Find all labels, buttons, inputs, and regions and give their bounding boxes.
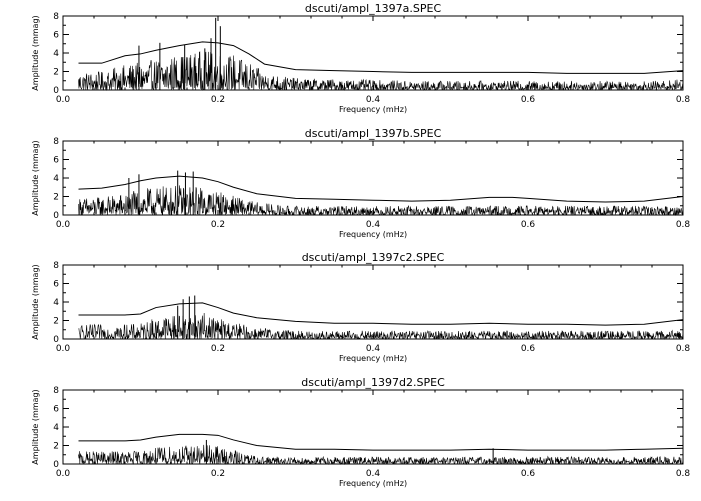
x-tick-label: 0.4: [366, 469, 381, 479]
x-axis-label: Frequency (mHz): [339, 479, 407, 488]
chart-panel-1: dscuti/ampl_1397a.SPEC 0.0 0.2 0.4 0.6 0.8 0 2 4…: [31, 2, 690, 114]
x-tick-label: 0.2: [211, 95, 225, 105]
y-tick-label: 0: [53, 211, 59, 221]
y-tick-label: 8: [53, 386, 59, 396]
y-tick-label: 6: [53, 405, 59, 415]
x-axis-label: Frequency (mHz): [339, 230, 407, 239]
x-tick-label: 0.2: [211, 220, 225, 230]
y-tick-label: 8: [53, 261, 59, 271]
x-tick-label: 0.2: [211, 344, 225, 354]
significance-envelope: [78, 433, 684, 451]
y-tick-label: 2: [53, 442, 59, 452]
plot-frame: [62, 389, 684, 465]
y-tick-label: 8: [53, 12, 59, 22]
chart-title: dscuti/ampl_1397b.SPEC: [305, 127, 442, 140]
x-axis-label: Frequency (mHz): [339, 105, 407, 114]
x-tick-label: 0.0: [56, 344, 71, 354]
x-tick-label: 0.8: [676, 344, 691, 354]
x-tick-label: 0.6: [521, 220, 536, 230]
y-tick-label: 4: [53, 174, 59, 184]
y-tick-label: 0: [53, 335, 59, 345]
x-tick-label: 0.0: [56, 469, 71, 479]
y-tick-label: 6: [53, 156, 59, 166]
amplitude-spectrum: [78, 312, 684, 341]
significance-envelope: [78, 302, 684, 326]
chart-panel-2: dscuti/ampl_1397b.SPEC 0.0 0.2 0.4 0.6 0.8 0 2 4…: [31, 127, 690, 239]
x-tick-label: 0.0: [56, 95, 71, 105]
chart-panel-4: dscuti/ampl_1397d2.SPEC 0.0 0.2 0.4 0.6 0.8 0 2…: [31, 376, 690, 488]
x-tick-label: 0.4: [366, 95, 381, 105]
significance-envelope: [78, 175, 684, 203]
y-tick-label: 0: [53, 86, 59, 96]
x-tick-label: 0.6: [521, 469, 536, 479]
y-tick-label: 2: [53, 68, 59, 78]
y-tick-label: 4: [53, 49, 59, 59]
amplitude-spectrum: [78, 444, 684, 466]
y-tick-label: 4: [53, 423, 59, 433]
y-axis-label: Amplitude (mmag): [31, 264, 40, 339]
y-axis-label: Amplitude (mmag): [31, 15, 40, 90]
y-tick-label: 6: [53, 31, 59, 41]
chart-panel-3: dscuti/ampl_1397c2.SPEC 0.0 0.2 0.4 0.6 0.8 0 2…: [31, 251, 690, 363]
chart-title: dscuti/ampl_1397d2.SPEC: [301, 376, 445, 389]
x-tick-label: 0.6: [521, 344, 536, 354]
x-tick-label: 0.6: [521, 95, 536, 105]
y-axis-label: Amplitude (mmag): [31, 140, 40, 215]
x-axis-label: Frequency (mHz): [339, 354, 407, 363]
x-tick-label: 0.8: [676, 220, 691, 230]
y-tick-label: 8: [53, 137, 59, 147]
y-tick-label: 4: [53, 298, 59, 308]
y-tick-label: 0: [53, 460, 59, 470]
y-tick-label: 2: [53, 193, 59, 203]
chart-title: dscuti/ampl_1397a.SPEC: [305, 2, 442, 15]
y-axis-label: Amplitude (mmag): [31, 389, 40, 464]
x-tick-label: 0.2: [211, 469, 225, 479]
amplitude-spectrum: [78, 51, 684, 92]
x-tick-label: 0.8: [676, 95, 691, 105]
amplitude-spectrum: [78, 185, 684, 217]
chart-title: dscuti/ampl_1397c2.SPEC: [302, 251, 445, 264]
y-tick-label: 2: [53, 317, 59, 327]
y-tick-label: 6: [53, 280, 59, 290]
significance-envelope: [78, 41, 684, 74]
x-tick-label: 0.4: [366, 220, 381, 230]
x-tick-label: 0.8: [676, 469, 691, 479]
x-tick-label: 0.4: [366, 344, 381, 354]
x-tick-label: 0.0: [56, 220, 71, 230]
